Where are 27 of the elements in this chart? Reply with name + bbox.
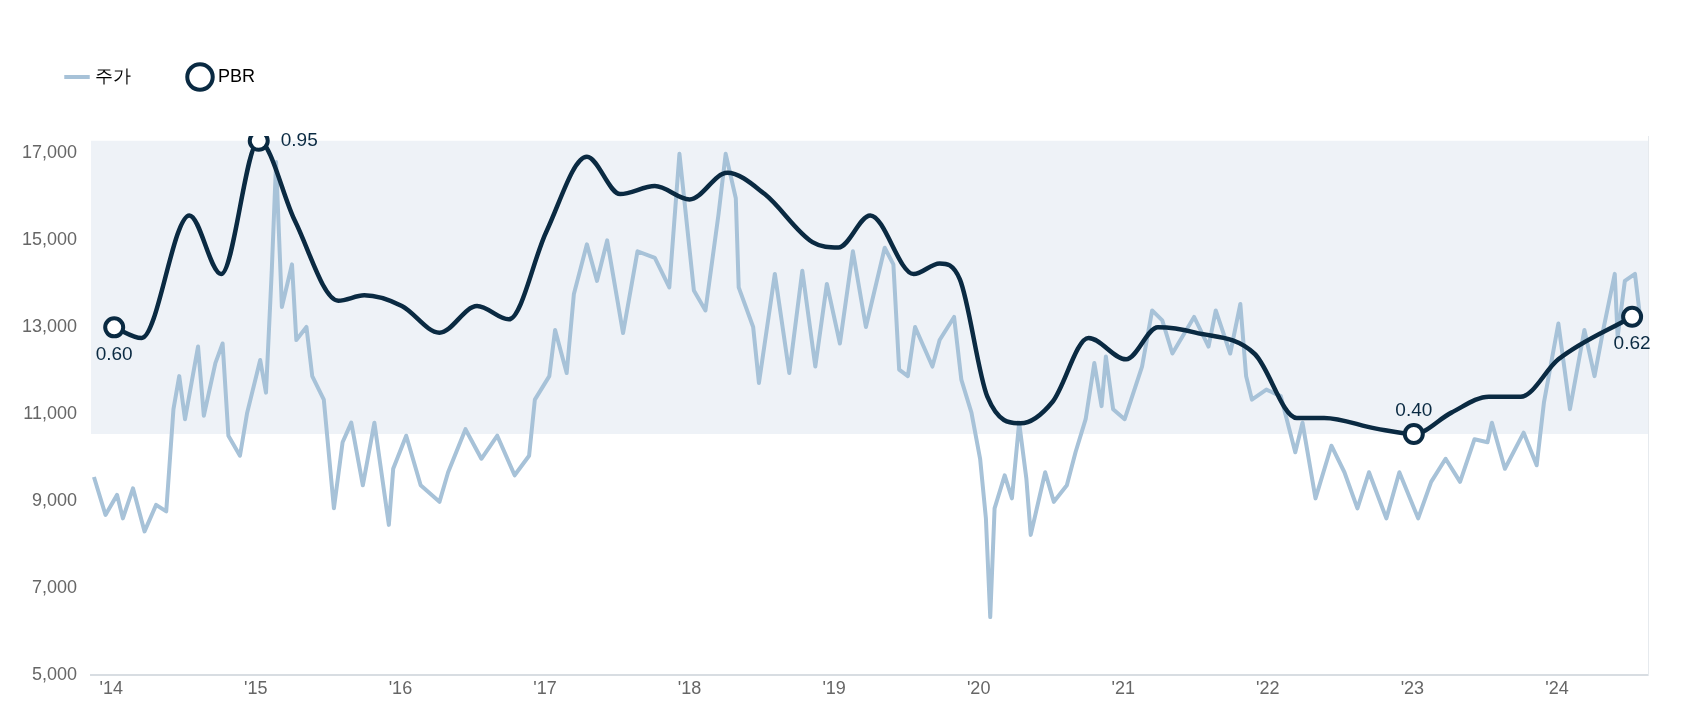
data-label: 0.40: [1395, 398, 1433, 420]
x-tick-label: '17: [533, 678, 557, 699]
legend-label: PBR: [218, 65, 256, 86]
y-tick-label: 15,000: [21, 229, 78, 250]
data-label: 0.95: [280, 129, 318, 151]
point: [1621, 305, 1644, 328]
x-tick-label: '18: [677, 678, 702, 699]
y-tick-label: 17,000: [21, 142, 78, 163]
x-tick-label: '19: [822, 678, 846, 699]
y-tick-label: 5,000: [32, 664, 78, 685]
y-tick-label: 13,000: [21, 316, 78, 337]
point: [1402, 422, 1425, 445]
x-tick-label: '21: [1111, 678, 1135, 699]
x-tick-label: '16: [388, 678, 413, 699]
data-label: 0.60: [95, 343, 133, 365]
legend-label: 주가: [95, 65, 131, 86]
y-tick-label: 9,000: [32, 490, 78, 511]
x-tick-label: '24: [1545, 678, 1569, 699]
y-tick-label: 11,000: [23, 403, 78, 424]
x-tick-label: '22: [1256, 678, 1280, 699]
data-label: 0.62: [1613, 332, 1651, 354]
x-tick-label: '20: [966, 678, 991, 699]
y-tick-label: 7,000: [32, 577, 78, 598]
point: [103, 316, 126, 339]
x-tick-label: '14: [99, 678, 124, 699]
x-tick-label: '23: [1400, 678, 1425, 699]
x-tick-label: '15: [244, 678, 268, 699]
